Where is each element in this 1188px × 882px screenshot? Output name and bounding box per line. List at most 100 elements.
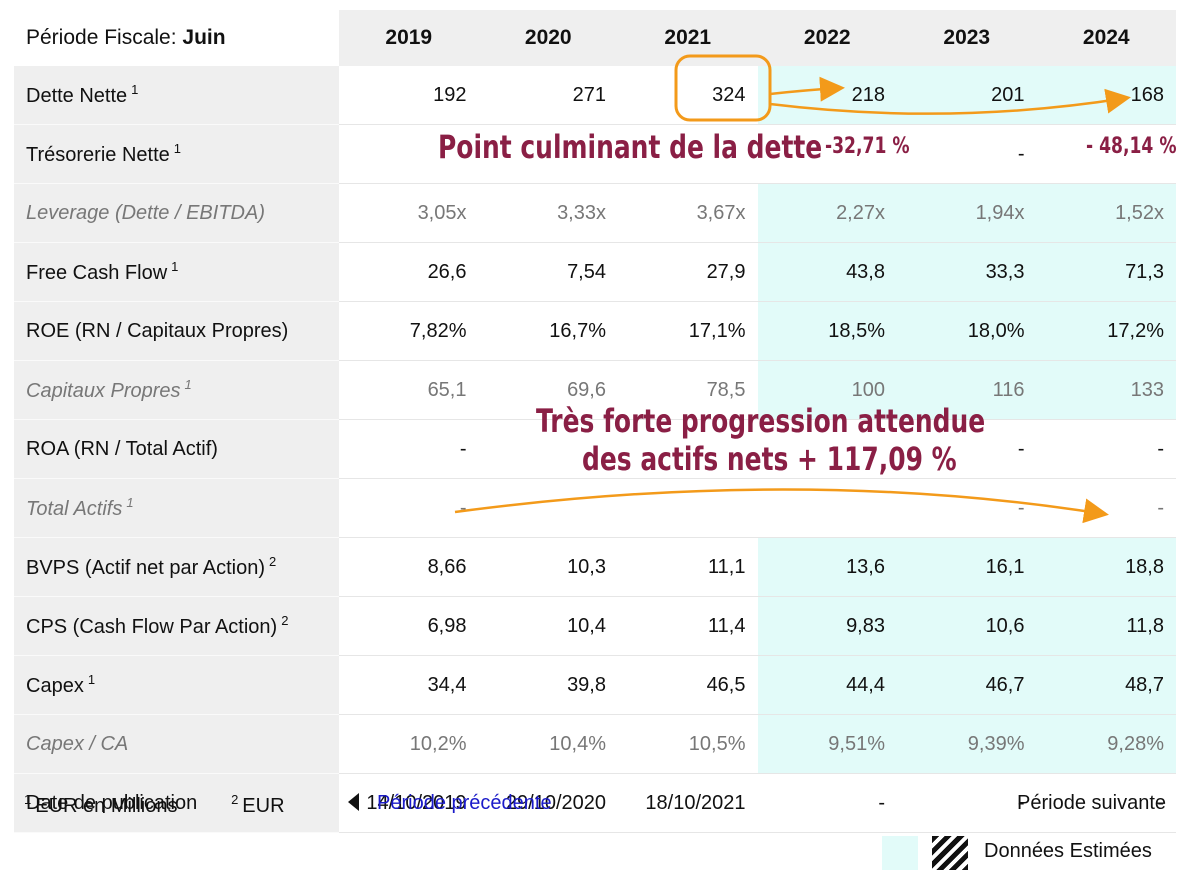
- row-label-text: BVPS (Actif net par Action): [26, 557, 265, 579]
- table-cell: -: [1036, 773, 1176, 833]
- row-label-text: Capex: [26, 675, 84, 697]
- table-cell: [478, 419, 618, 479]
- table-row: BVPS (Actif net par Action) 2 8,66 10,3 11,1…: [14, 537, 1176, 597]
- table-cell: 11,4: [618, 596, 758, 656]
- row-label-text: Total Actifs: [26, 498, 123, 520]
- table-row: Date de publication 14/10/2019 29/10/2020 1…: [14, 773, 1176, 833]
- table-cell: 3,33x: [478, 183, 618, 243]
- fiscal-period-header: Période Fiscale: Juin: [14, 10, 339, 66]
- table-cell: -: [757, 773, 897, 833]
- fiscal-period-value: Juin: [182, 26, 226, 49]
- table-cell: 2,27x: [757, 183, 897, 243]
- table-cell: 18,0%: [897, 301, 1037, 361]
- footnote-2-text: EUR: [242, 795, 285, 817]
- financial-table-container: Période Fiscale: Juin 2019 2020 2021 202…: [14, 10, 1176, 833]
- table-cell: 46,5: [618, 655, 758, 715]
- table-cell: 271: [478, 66, 618, 125]
- table-cell: [757, 124, 897, 184]
- table-cell: 6,98: [339, 596, 479, 656]
- table-cell: 65,1: [339, 360, 479, 420]
- table-cell: 16,7%: [478, 301, 618, 361]
- table-cell: -: [897, 419, 1037, 479]
- table-cell: [478, 478, 618, 538]
- table-cell: 78,5: [618, 360, 758, 420]
- table-cell: [1036, 124, 1176, 184]
- table-cell: 3,67x: [618, 183, 758, 243]
- row-label-text: Capitaux Propres: [26, 380, 181, 402]
- table-row: Trésorerie Nette 1 -: [14, 124, 1176, 184]
- debt-peak-annotation: Point culminant de la dette: [438, 128, 823, 166]
- table-row: Total Actifs 1- - -: [14, 478, 1176, 538]
- table-cell: [339, 124, 479, 184]
- table-cell: 3,05x: [339, 183, 479, 243]
- growth-annotation-line2: des actifs nets + 117,09 %: [582, 440, 957, 478]
- table-cell: 10,5%: [618, 714, 758, 774]
- year-header: 2021: [618, 10, 758, 66]
- row-label-text: Capex / CA: [26, 732, 129, 755]
- year-header: 2024: [1036, 10, 1176, 66]
- debt-change-2024-annotation: - 48,14 %: [1086, 134, 1177, 159]
- footnote-2: 2 EUR: [231, 792, 308, 817]
- next-period-link[interactable]: Période suivante: [1017, 792, 1166, 814]
- table-cell: [618, 419, 758, 479]
- footnote-marker: 1: [173, 141, 181, 156]
- table-row: CPS (Cash Flow Par Action) 2 6,98 10,4 11,4 9…: [14, 596, 1176, 656]
- table-cell: 8,66: [339, 537, 479, 597]
- table-cell: 11,1: [618, 537, 758, 597]
- table-cell: 10,4%: [478, 714, 618, 774]
- row-label-text: Date de publication: [26, 791, 198, 814]
- table-cell: 69,6: [478, 360, 618, 420]
- table-cell: 43,8: [757, 242, 897, 302]
- table-cell: -: [1036, 419, 1176, 479]
- table-cell: 39,8: [478, 655, 618, 715]
- table-row: Dette Nette 1 192 271 324 218 201 168: [14, 66, 1176, 125]
- table-cell: 18/10/2021: [618, 773, 758, 833]
- table-cell: 71,3: [1036, 242, 1176, 302]
- table-cell: 9,51%: [757, 714, 897, 774]
- table-cell: [757, 419, 897, 479]
- table-cell: 10,3: [478, 537, 618, 597]
- table-cell: [618, 478, 758, 538]
- table-cell: 33,3: [897, 242, 1037, 302]
- fiscal-period-label: Période Fiscale:: [26, 26, 183, 49]
- table-cell: 18,5%: [757, 301, 897, 361]
- footnote-marker: 1: [126, 495, 134, 510]
- table-body: Dette Nette 1 192 271 324 218 201 168 Trésorerie…: [14, 66, 1176, 833]
- table-cell: [757, 478, 897, 538]
- year-header: 2019: [339, 10, 479, 66]
- header-row: Période Fiscale: Juin 2019 2020 2021 202…: [14, 10, 1176, 66]
- row-label: Total Actifs 1: [14, 478, 339, 538]
- financial-ratios-table: Période Fiscale: Juin 2019 2020 2021 202…: [14, 10, 1176, 833]
- table-cell: 44,4: [757, 655, 897, 715]
- row-label: CPS (Cash Flow Par Action) 2: [14, 596, 339, 656]
- table-cell: 116: [897, 360, 1037, 420]
- table-cell: 201: [897, 66, 1037, 125]
- table-cell: 10,4: [478, 596, 618, 656]
- table-cell: [618, 124, 758, 184]
- table-cell: 324: [618, 66, 758, 125]
- previous-period-link[interactable]: Période précédente: [348, 792, 552, 815]
- row-label: ROA (RN / Total Actif): [14, 419, 339, 479]
- table-row: Capitaux Propres 1 65,1 69,6 78,5 100 116 133: [14, 360, 1176, 420]
- row-label: Leverage (Dette / EBITDA): [14, 183, 339, 243]
- footnote-1-marker: 1: [24, 792, 32, 807]
- table-row: Capex / CA 10,2% 10,4% 10,5% 9,51% 9,39% 9,28%: [14, 714, 1176, 774]
- table-cell: 9,39%: [897, 714, 1037, 774]
- table-cell: 27,9: [618, 242, 758, 302]
- row-label-text: CPS (Cash Flow Par Action): [26, 616, 278, 638]
- row-label: ROE (RN / Capitaux Propres): [14, 301, 339, 361]
- footnote-2-marker: 2: [231, 792, 239, 807]
- table-cell: -: [897, 478, 1037, 538]
- table-cell: 34,4: [339, 655, 479, 715]
- row-label: Date de publication: [14, 773, 339, 833]
- triangle-left-icon: [348, 793, 359, 811]
- footnote-marker: 1: [184, 377, 192, 392]
- row-label-text: ROA (RN / Total Actif): [26, 437, 218, 460]
- growth-annotation-line1: Très forte progression attendue: [536, 402, 986, 440]
- row-label: Capitaux Propres 1: [14, 360, 339, 420]
- table-cell: 13,6: [757, 537, 897, 597]
- table-cell: 26,6: [339, 242, 479, 302]
- table-cell: 10,6: [897, 596, 1037, 656]
- table-cell: 1,52x: [1036, 183, 1176, 243]
- table-cell: 10,2%: [339, 714, 479, 774]
